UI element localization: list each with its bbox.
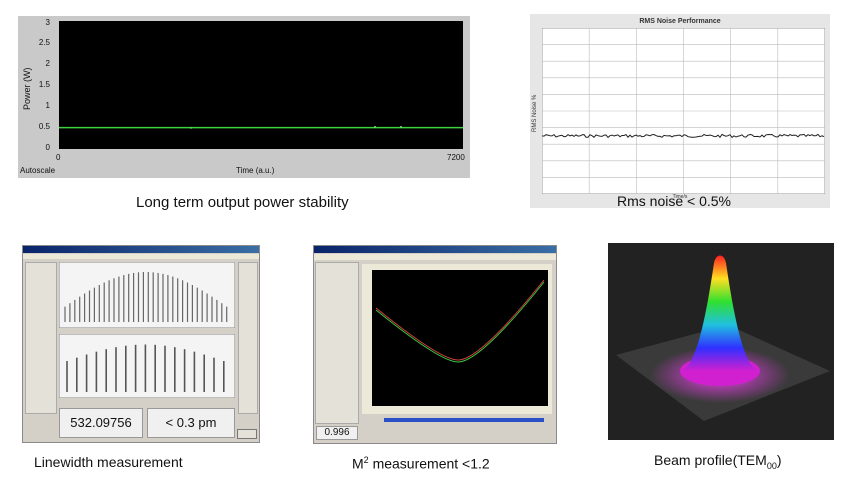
caustic-curve-red (375, 279, 545, 361)
menu-bar (23, 254, 259, 259)
y-tick: 1 (45, 101, 50, 110)
rms-y-label: RMS Noise % (532, 94, 538, 132)
power-plot-svg (59, 126, 463, 129)
beam-params-pane (315, 262, 359, 424)
menu-bar (314, 254, 556, 260)
window-titlebar (23, 246, 259, 253)
spectrum-peaks-top (64, 272, 228, 322)
interferogram-bottom-svg (59, 334, 235, 398)
rms-caption: Rms noise < 0.5% (617, 193, 731, 209)
rms-series-line (542, 133, 825, 139)
beam-profile-panel (608, 243, 834, 440)
right-settings-pane (238, 262, 258, 414)
rms-plot-svg (542, 28, 825, 194)
m2-value-readout: 0.996 (316, 426, 358, 440)
left-settings-pane (25, 262, 57, 414)
linewidth-caption: Linewidth measurement (34, 454, 183, 470)
m2-caption: M2 measurement <1.2 (352, 455, 490, 472)
rms-noise-panel: RMS Noise Performance RMS Noise % Time/s (530, 14, 830, 208)
m2-plot-area (372, 270, 548, 406)
progress-bar (384, 418, 544, 422)
linewidth-readout: < 0.3 pm (147, 408, 235, 438)
power-plot-area (59, 21, 463, 149)
beam-profile-svg (608, 243, 834, 440)
window-titlebar (314, 246, 556, 253)
ok-button[interactable] (237, 429, 257, 439)
y-tick: 2 (45, 59, 50, 68)
m2-plot-svg (362, 264, 552, 414)
y-axis-label: Power (W) (22, 67, 32, 111)
linewidth-window: 532.09756 nm < 0.3 pm (22, 245, 260, 443)
beam-peak (682, 255, 758, 371)
y-tick: 0 (45, 143, 50, 152)
power-caption: Long term output power stability (136, 194, 349, 211)
y-tick: 1.5 (38, 80, 50, 89)
m2-window: 0.996 (313, 245, 557, 444)
autoscale-button[interactable]: Autoscale (20, 166, 56, 175)
x-tick: 0 (56, 153, 61, 162)
rms-grid (542, 28, 825, 194)
power-stability-panel: 3 2.5 2 1.5 1 0.5 0 Power (W) 0 7200 Aut… (18, 16, 470, 178)
spectrum-peaks-bottom (66, 344, 225, 392)
x-tick: 7200 (447, 153, 465, 162)
y-tick: 0.5 (38, 122, 50, 131)
wavelength-readout: 532.09756 nm (59, 408, 143, 438)
rms-chart-title: RMS Noise Performance (639, 18, 721, 25)
x-axis-label: Time (a.u.) (236, 166, 275, 175)
power-blip (400, 126, 402, 128)
y-tick: 3 (45, 18, 50, 27)
y-tick: 2.5 (38, 38, 50, 47)
interferogram-top-svg (59, 262, 235, 328)
rms-x-label: Time/s (672, 194, 688, 200)
power-blip (190, 127, 192, 129)
power-blip (374, 126, 376, 128)
caustic-curve-green (375, 281, 545, 363)
beam-caption: Beam profile(TEM00) (654, 452, 782, 471)
